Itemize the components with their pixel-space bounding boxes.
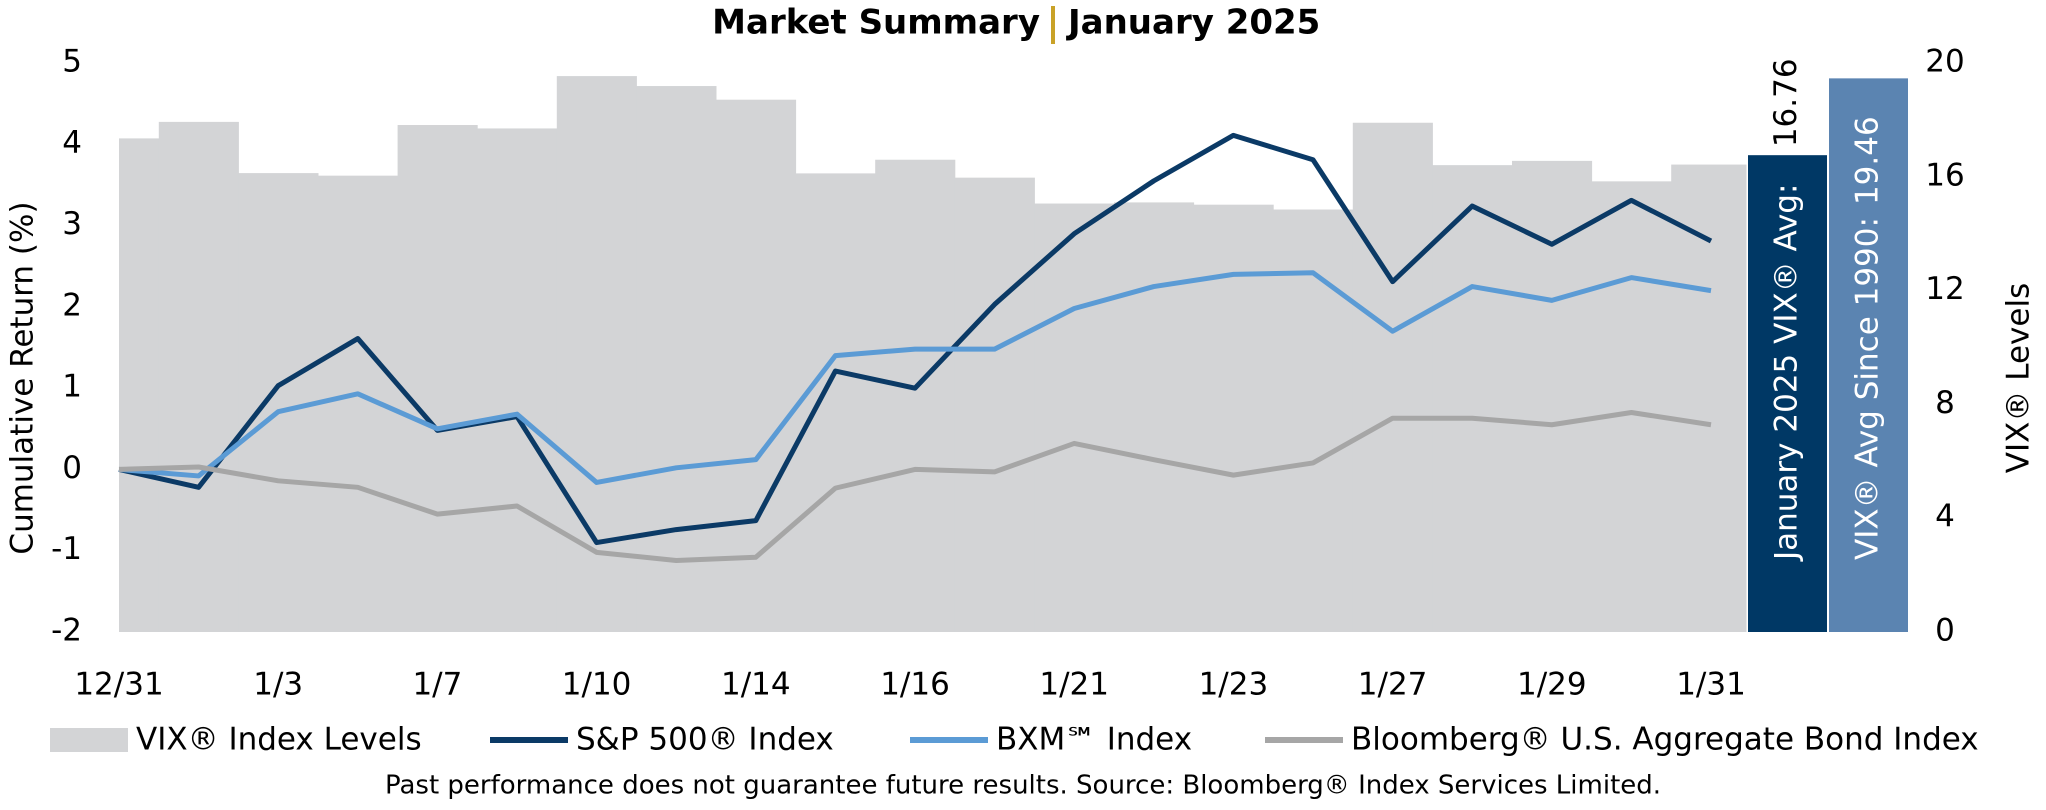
y-tick-label: 1 — [62, 369, 82, 405]
avg-label-text: January 2025 VIX® Avg: — [1768, 184, 1804, 562]
legend-label: VIX® Index Levels — [136, 722, 422, 758]
x-tick-label: 12/31 — [74, 667, 163, 703]
y-tick-label: 2 — [62, 287, 82, 323]
vix-bar — [119, 138, 160, 632]
legend-swatch — [50, 728, 128, 752]
chart-title: Market Summary — [712, 3, 1040, 43]
vix-bar — [954, 177, 1035, 632]
y-tick-label: -1 — [51, 531, 82, 567]
series-line — [118, 410, 1712, 563]
x-tick-label: 1/7 — [412, 667, 462, 703]
x-tick-label: 1/27 — [1358, 667, 1428, 703]
avg-label-text: VIX® Avg Since 1990: — [1849, 217, 1885, 560]
vix-bar — [1512, 160, 1593, 633]
vix-bar — [1432, 165, 1513, 632]
y2-tick-label: 16 — [1925, 157, 1964, 193]
footnote: Past performance does not guarantee futu… — [385, 771, 1661, 801]
title-separator — [1051, 6, 1055, 44]
vix-bar — [1671, 164, 1747, 632]
y-tick-label: 3 — [62, 206, 82, 242]
vix-bar — [1193, 204, 1274, 632]
chart-subtitle: January 2025 — [1066, 3, 1320, 43]
vix-bar — [556, 76, 637, 633]
x-tick-label: 1/21 — [1039, 667, 1109, 703]
y2-axis-title: VIX® Levels — [2001, 283, 2037, 473]
vix-bar — [158, 121, 239, 632]
legend-label: Bloomberg® U.S. Aggregate Bond Index — [1351, 722, 1979, 758]
vix-bar — [1114, 202, 1195, 632]
y2-tick-label: 8 — [1935, 385, 1955, 421]
vix-bar — [1591, 181, 1672, 633]
x-tick-label: 1/29 — [1517, 667, 1587, 703]
vix-bar — [1273, 209, 1354, 632]
y2-tick-label: 0 — [1935, 613, 1955, 649]
y-tick-label: 4 — [62, 125, 82, 161]
y-tick-label: 5 — [62, 44, 82, 80]
vix-bar — [875, 159, 956, 633]
y-axis-title: Cumulative Return (%) — [5, 201, 41, 554]
x-tick-label: 1/14 — [721, 667, 791, 703]
vix-bar — [795, 173, 876, 633]
avg-bar — [1748, 155, 1827, 633]
vix-bar — [636, 86, 717, 633]
vix-bar — [238, 173, 319, 632]
series-line — [118, 270, 1712, 485]
x-tick-label: 1/10 — [562, 667, 632, 703]
vix-bar — [1034, 203, 1115, 632]
legend-label: S&P 500® Index — [576, 722, 834, 758]
vix-bar — [716, 99, 797, 632]
avg-value: 19.46 — [1849, 116, 1885, 205]
avg-value: 16.76 — [1768, 58, 1804, 147]
avg-bar — [1829, 78, 1908, 633]
y-tick-label: 0 — [62, 450, 82, 486]
y2-tick-label: 4 — [1935, 499, 1955, 535]
y2-tick-label: 20 — [1925, 44, 1964, 80]
avg-bar-label: VIX® Avg Since 1990: 19.46 — [1849, 116, 1885, 560]
legend-label: BXM℠ Index — [996, 722, 1192, 758]
series-line — [118, 132, 1713, 546]
x-tick-label: 1/16 — [880, 667, 950, 703]
y-tick-label: -2 — [51, 613, 82, 649]
x-tick-label: 1/3 — [253, 667, 303, 703]
y2-tick-label: 12 — [1925, 271, 1964, 307]
x-tick-label: 1/23 — [1199, 667, 1269, 703]
vix-bar — [397, 125, 478, 633]
vix-bar — [1352, 122, 1433, 633]
vix-bar — [477, 128, 558, 632]
avg-bar-label: January 2025 VIX® Avg: — [1768, 184, 1804, 562]
x-tick-label: 1/31 — [1676, 667, 1746, 703]
